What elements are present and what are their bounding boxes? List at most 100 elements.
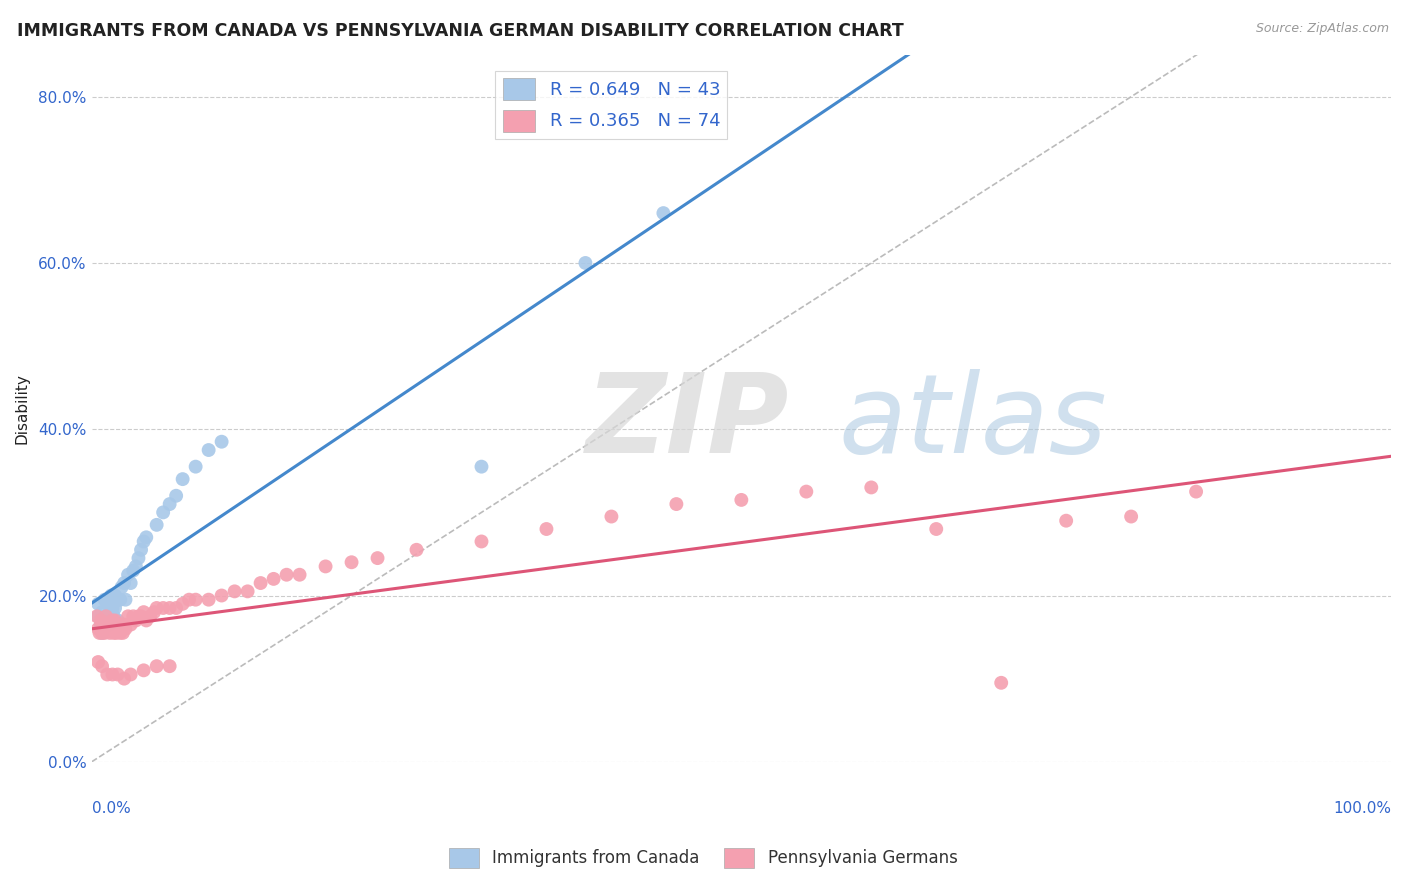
Point [96, 667, 118, 681]
Point [152, 601, 174, 615]
Point [132, 534, 155, 549]
Point [91, 626, 114, 640]
Point [165, 489, 187, 503]
Point [87, 609, 110, 624]
Point [132, 605, 155, 619]
Point [96, 597, 118, 611]
Point [159, 497, 181, 511]
Point [125, 559, 148, 574]
Point [87, 622, 110, 636]
Point [574, 256, 596, 270]
Point [91, 605, 114, 619]
Point [367, 551, 389, 566]
Point [145, 601, 167, 615]
Point [101, 601, 124, 615]
Point [288, 567, 311, 582]
Point [159, 601, 181, 615]
Point [120, 667, 142, 681]
Point [90, 617, 112, 632]
Text: Source: ZipAtlas.com: Source: ZipAtlas.com [1256, 22, 1389, 36]
Point [652, 206, 675, 220]
Point [127, 609, 149, 624]
Text: ZIP: ZIP [585, 369, 789, 476]
Point [91, 659, 114, 673]
Point [107, 622, 129, 636]
Point [104, 601, 127, 615]
Text: atlas: atlas [839, 369, 1108, 476]
Point [104, 614, 127, 628]
Point [90, 614, 112, 628]
Point [114, 592, 136, 607]
Point [990, 675, 1012, 690]
Point [108, 617, 131, 632]
Point [184, 592, 207, 607]
Point [263, 572, 285, 586]
Point [110, 626, 132, 640]
Point [172, 597, 194, 611]
Point [93, 617, 115, 632]
Point [107, 592, 129, 607]
Point [184, 459, 207, 474]
Point [98, 626, 121, 640]
Point [340, 555, 363, 569]
Point [87, 655, 110, 669]
Point [111, 626, 134, 640]
Point [143, 605, 166, 619]
Point [97, 617, 120, 632]
Point [197, 592, 219, 607]
Point [211, 589, 233, 603]
Point [135, 614, 157, 628]
Point [132, 663, 155, 677]
Point [315, 559, 337, 574]
Point [249, 576, 271, 591]
Point [100, 622, 122, 636]
Point [236, 584, 259, 599]
Text: 0.0%: 0.0% [91, 801, 131, 815]
Point [600, 509, 623, 524]
Point [165, 601, 187, 615]
Point [98, 605, 121, 619]
Point [536, 522, 558, 536]
Point [100, 589, 122, 603]
Point [1054, 514, 1077, 528]
Point [120, 617, 142, 632]
Point [100, 601, 122, 615]
Point [122, 564, 145, 578]
Point [120, 576, 142, 591]
Text: 100.0%: 100.0% [1333, 801, 1391, 815]
Point [224, 584, 246, 599]
Point [179, 592, 201, 607]
Point [172, 472, 194, 486]
Point [470, 534, 492, 549]
Point [129, 542, 152, 557]
Point [794, 484, 817, 499]
Point [93, 614, 115, 628]
Point [87, 597, 110, 611]
Y-axis label: Disability: Disability [15, 373, 30, 444]
Point [89, 626, 111, 640]
Point [125, 614, 148, 628]
Point [86, 609, 108, 624]
Point [145, 517, 167, 532]
Point [103, 626, 125, 640]
Point [93, 626, 115, 640]
Point [211, 434, 233, 449]
Point [96, 609, 118, 624]
Point [276, 567, 298, 582]
Point [107, 667, 129, 681]
Point [470, 459, 492, 474]
Point [96, 622, 118, 636]
Point [107, 614, 129, 628]
Point [152, 505, 174, 519]
Point [104, 589, 127, 603]
Point [101, 667, 124, 681]
Point [117, 609, 139, 624]
Text: IMMIGRANTS FROM CANADA VS PENNSYLVANIA GERMAN DISABILITY CORRELATION CHART: IMMIGRANTS FROM CANADA VS PENNSYLVANIA G… [17, 22, 904, 40]
Point [197, 443, 219, 458]
Point [122, 609, 145, 624]
Point [93, 592, 115, 607]
Point [665, 497, 688, 511]
Point [145, 659, 167, 673]
Point [1121, 509, 1143, 524]
Point [117, 567, 139, 582]
